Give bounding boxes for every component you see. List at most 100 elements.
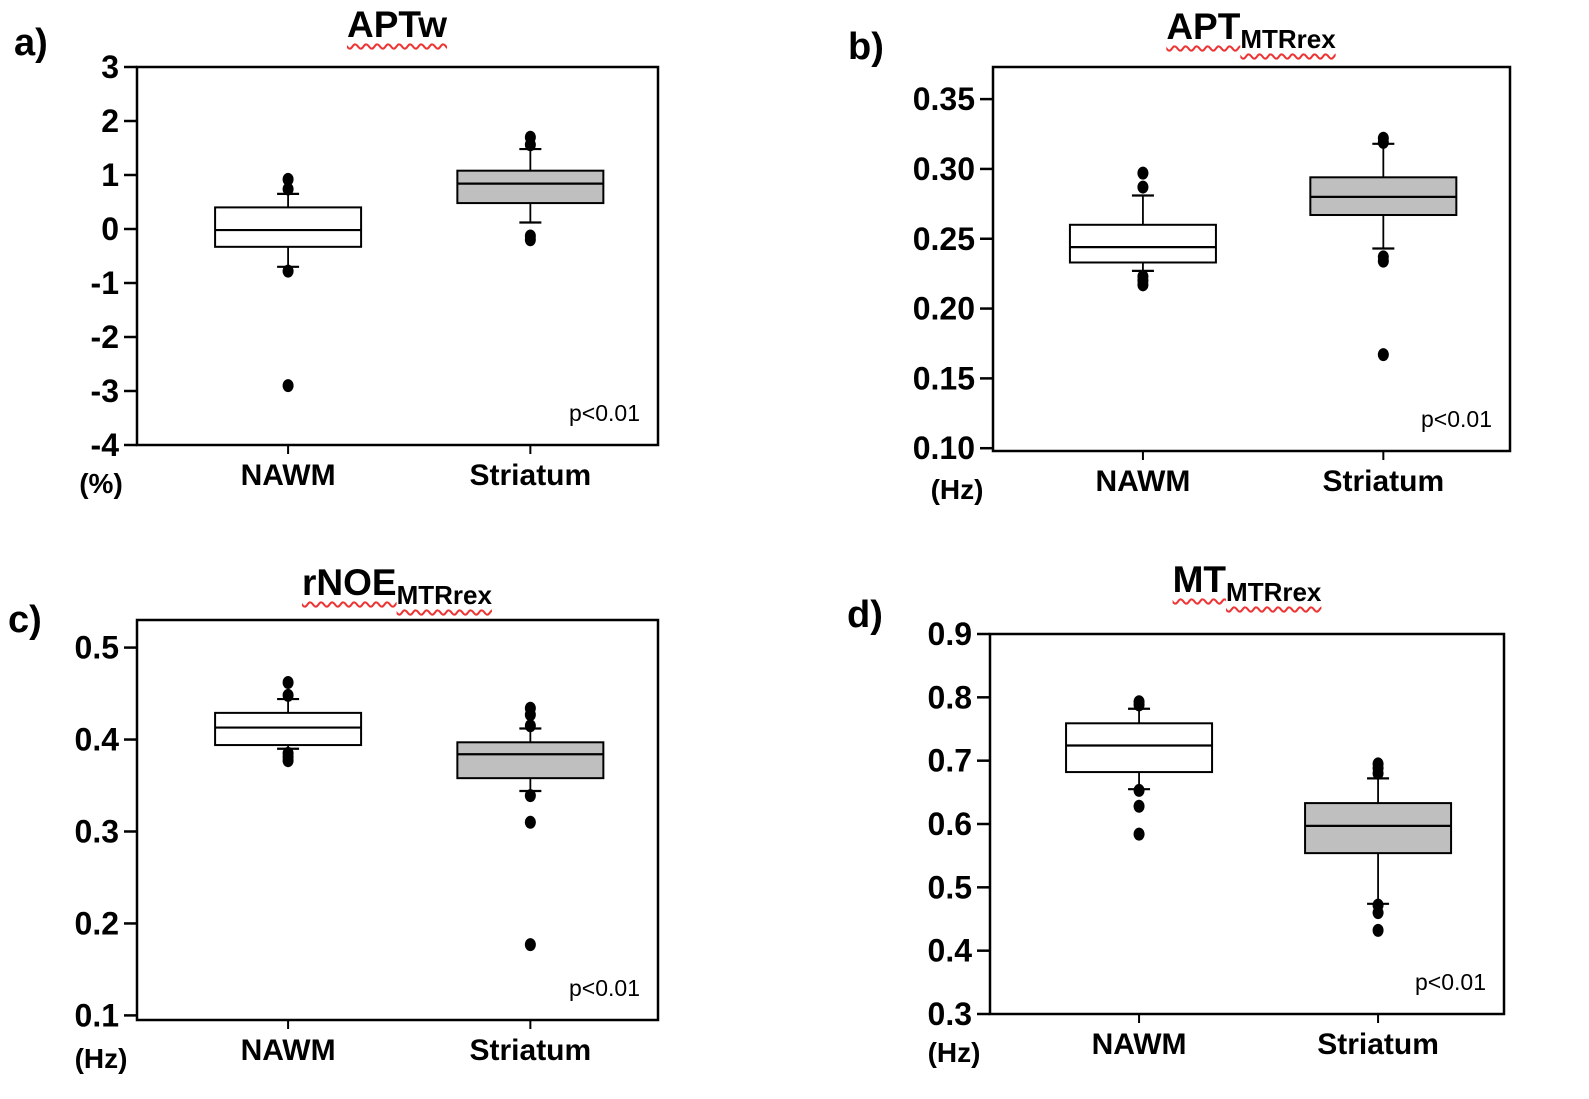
plot-frame	[135, 618, 660, 1022]
panel-d-label: d)	[847, 594, 883, 636]
outlier-dot	[524, 789, 536, 803]
y-tick-label: 0.3	[75, 813, 119, 849]
p-value-label: p<0.01	[569, 400, 640, 426]
panel-c-label: c)	[8, 599, 42, 641]
panel-b-label: b)	[848, 26, 884, 68]
panel-b-title: APTMTRrex	[1166, 6, 1336, 54]
y-tick-label: 0.20	[913, 291, 975, 327]
panel-b: b) APTMTRrex 0.35 0.30 0.25 0.20 0.15 0.10 (Hz…	[794, 0, 1589, 550]
category-label: NAWM	[1092, 1028, 1187, 1061]
outlier-dot	[282, 754, 294, 768]
panel-d-title: MTMTRrex	[1172, 559, 1322, 607]
boxplot-box	[214, 711, 363, 747]
panel-d-title-main: MT	[1172, 559, 1227, 600]
panel-a-title-main: APTw	[346, 4, 448, 45]
p-value-label: p<0.01	[1415, 969, 1486, 995]
p-value-label: p<0.01	[1421, 406, 1492, 432]
panel-a-title: APTw	[346, 4, 448, 45]
y-tick-label: 2	[101, 103, 119, 139]
outlier-dot	[1372, 766, 1384, 780]
boxplot-aptw: 3 2 1 0 -1 -2 -3 -4 (%) NAWM Striatum p<0.01	[79, 49, 660, 499]
outlier-dot	[524, 708, 536, 722]
outlier-dot	[524, 719, 536, 733]
y-tick-label: 0.10	[913, 430, 975, 466]
panel-b-title-main: APT	[1166, 6, 1241, 47]
outlier-dot	[1133, 783, 1145, 797]
category-label: NAWM	[241, 459, 336, 492]
outlier-dot	[1133, 698, 1145, 712]
outlier-dot	[1137, 180, 1149, 194]
y-tick-label: 0.1	[75, 997, 119, 1033]
outlier-dot	[1377, 135, 1389, 149]
panel-a-label: a)	[14, 22, 48, 64]
outlier-dot	[524, 138, 536, 152]
outlier-dot	[282, 688, 294, 702]
outlier-dot	[282, 264, 294, 278]
category-label: Striatum	[1317, 1028, 1439, 1061]
y-tick-label: 0.5	[75, 630, 119, 666]
outlier-dot	[282, 676, 294, 690]
unit-label: (Hz)	[75, 1043, 128, 1074]
y-tick-label: -2	[91, 319, 119, 355]
outlier-dot	[282, 182, 294, 196]
outlier-dot	[1372, 923, 1384, 937]
boxplot-box	[456, 741, 605, 780]
y-tick-label: -3	[91, 373, 119, 409]
panel-c: c) rNOEMTRrex 0.5 0.4 0.3 0.2 0.1 (Hz) NAWM Str…	[0, 549, 795, 1099]
panel-c-title-subscript: MTRrex	[396, 580, 492, 610]
y-tick-label: 0.8	[928, 679, 972, 715]
unit-label: (Hz)	[928, 1037, 981, 1068]
category-label: Striatum	[1322, 465, 1444, 498]
category-label: Striatum	[470, 1034, 592, 1067]
outlier-dot	[1377, 348, 1389, 362]
boxplot-rnoe-mtrrex: 0.5 0.4 0.3 0.2 0.1 (Hz) NAWM Striatum p<0.01	[75, 618, 660, 1074]
y-tick-label: 1	[101, 157, 119, 193]
boxplot-box	[1065, 722, 1214, 774]
y-tick-label: -4	[91, 427, 120, 463]
y-tick-label: 0.25	[913, 221, 975, 257]
y-tick-label: 0.6	[928, 806, 972, 842]
y-tick-label: 0.4	[928, 933, 973, 969]
boxplot-apt-mtrrex: 0.35 0.30 0.25 0.20 0.15 0.10 (Hz) NAWM Striatum…	[913, 65, 1512, 505]
y-tick-label: 0.4	[75, 722, 120, 758]
boxplot-box	[214, 206, 363, 248]
y-tick-label: 3	[101, 49, 119, 85]
category-label: Striatum	[470, 459, 592, 492]
boxplot-box	[456, 169, 605, 205]
panel-b-title-subscript: MTRrex	[1240, 24, 1336, 54]
panel-d: d) MTMTRrex 0.9 0.8 0.7 0.6 0.5 0.4 0.3 (Hz) NAW…	[794, 549, 1589, 1099]
y-tick-label: 0.5	[928, 869, 972, 905]
y-tick-label: -1	[91, 265, 119, 301]
y-tick-label: 0.15	[913, 360, 975, 396]
unit-label: (Hz)	[931, 474, 984, 505]
y-tick-label: 0.7	[928, 743, 972, 779]
panel-a: a) APTw 3 2 1 0 -1 -2 -3 -4 (%) NAWM Striatum p<0.0…	[0, 0, 795, 550]
p-value-label: p<0.01	[569, 975, 640, 1001]
outlier-dot	[1377, 254, 1389, 268]
outlier-dot	[1137, 278, 1149, 292]
y-tick-label: 0.2	[75, 905, 119, 941]
boxplot-mt-mtrrex: 0.9 0.8 0.7 0.6 0.5 0.4 0.3 (Hz) NAWM Striatum p<0…	[928, 616, 1506, 1068]
plot-frame	[135, 65, 660, 447]
outlier-dot	[524, 815, 536, 829]
y-tick-label: 0	[101, 211, 119, 247]
y-tick-label: 0.3	[928, 996, 972, 1032]
outlier-dot	[282, 379, 294, 393]
panel-d-title-subscript: MTRrex	[1226, 577, 1322, 607]
plot-frame	[991, 65, 1512, 453]
outlier-dot	[1133, 827, 1145, 841]
category-label: NAWM	[241, 1034, 336, 1067]
outlier-dot	[1137, 166, 1149, 180]
y-tick-label: 0.35	[913, 81, 975, 117]
category-label: NAWM	[1095, 465, 1190, 498]
panel-c-title-main: rNOE	[302, 562, 397, 603]
boxplot-box	[1304, 802, 1453, 855]
outlier-dot	[524, 233, 536, 247]
boxplot-box	[1068, 223, 1217, 264]
outlier-dot	[282, 172, 294, 186]
y-tick-label: 0.30	[913, 151, 975, 187]
unit-label: (%)	[79, 468, 123, 499]
panel-c-title: rNOEMTRrex	[302, 562, 492, 610]
y-tick-label: 0.9	[928, 616, 972, 652]
